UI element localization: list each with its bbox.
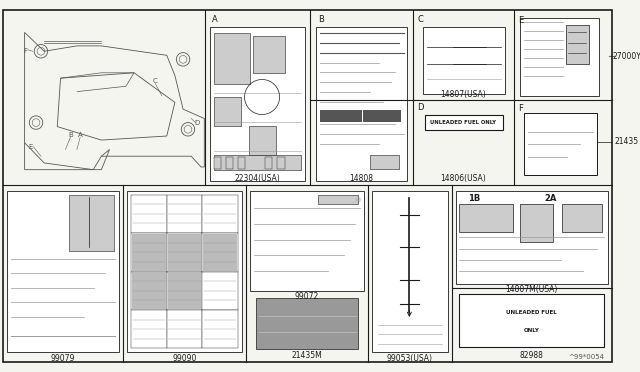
Bar [250,191,364,291]
Text: 22304(USA): 22304(USA) [235,174,280,183]
Bar [166,195,202,233]
Text: B: B [68,132,73,138]
Text: UNLEADED FUEL: UNLEADED FUEL [506,310,557,315]
Text: B: B [318,15,324,24]
Bar [202,310,238,349]
Text: ONLY: ONLY [524,328,540,333]
Bar [460,294,604,347]
Text: D: D [417,103,424,112]
Bar [370,155,399,169]
Text: E: E [28,144,33,150]
Bar [166,233,202,272]
Text: 21435M: 21435M [291,351,322,360]
Bar [425,115,502,130]
Bar [68,195,113,251]
Text: 1B: 1B [468,194,480,203]
Bar [131,272,166,310]
Bar [566,25,589,64]
Bar [524,113,596,176]
Bar [520,204,554,241]
Text: D: D [195,119,200,126]
Bar [320,110,362,122]
Bar [226,157,233,169]
Bar [168,272,202,309]
Bar [265,157,272,169]
Text: 99072: 99072 [294,292,319,301]
Bar [237,157,245,169]
Text: A: A [212,15,218,24]
Bar [277,157,285,169]
Bar [211,28,305,181]
Bar [214,155,301,170]
Text: 14807(USA): 14807(USA) [440,90,486,99]
Bar [131,310,166,349]
Text: 2A: 2A [544,194,556,203]
Bar [372,191,448,352]
Bar [460,204,513,232]
Bar [202,195,238,233]
Bar [168,234,202,270]
Bar [253,36,285,73]
Text: ^99*0054: ^99*0054 [568,354,604,360]
Bar [214,33,250,84]
Bar [202,233,238,272]
Bar [131,233,166,272]
Text: 99079: 99079 [51,353,75,363]
Bar [520,18,598,96]
Bar [202,272,238,310]
Bar [255,298,358,349]
Bar [166,272,202,310]
Bar [563,204,602,232]
Text: 99090: 99090 [172,353,196,363]
Text: @: @ [356,197,361,202]
Bar [131,195,166,233]
Text: 14808: 14808 [349,174,373,183]
Bar [204,234,237,270]
Text: UNLEADED FUEL ONLY: UNLEADED FUEL ONLY [430,120,496,125]
Text: F: F [23,48,27,54]
Bar [248,126,276,155]
Bar [319,195,358,204]
Bar [214,97,241,126]
Text: A: A [78,132,83,138]
Text: 82988: 82988 [520,351,543,360]
Bar [132,234,166,270]
Text: E: E [518,16,524,25]
Bar [316,28,408,181]
Text: 27000Y: 27000Y [612,52,640,61]
Bar [166,310,202,349]
Text: C: C [417,15,423,24]
Text: 99053(USA): 99053(USA) [387,353,433,363]
Text: C: C [153,78,157,84]
Text: 21435: 21435 [614,137,638,146]
Bar [127,191,242,352]
Text: 14807M(USA): 14807M(USA) [505,285,557,294]
Bar [214,157,221,169]
Bar [7,191,119,352]
Text: F: F [518,104,523,113]
Text: 14806(USA): 14806(USA) [440,174,486,183]
Bar [456,191,608,284]
Bar [364,110,401,122]
Bar [132,272,166,309]
Bar [423,28,504,94]
